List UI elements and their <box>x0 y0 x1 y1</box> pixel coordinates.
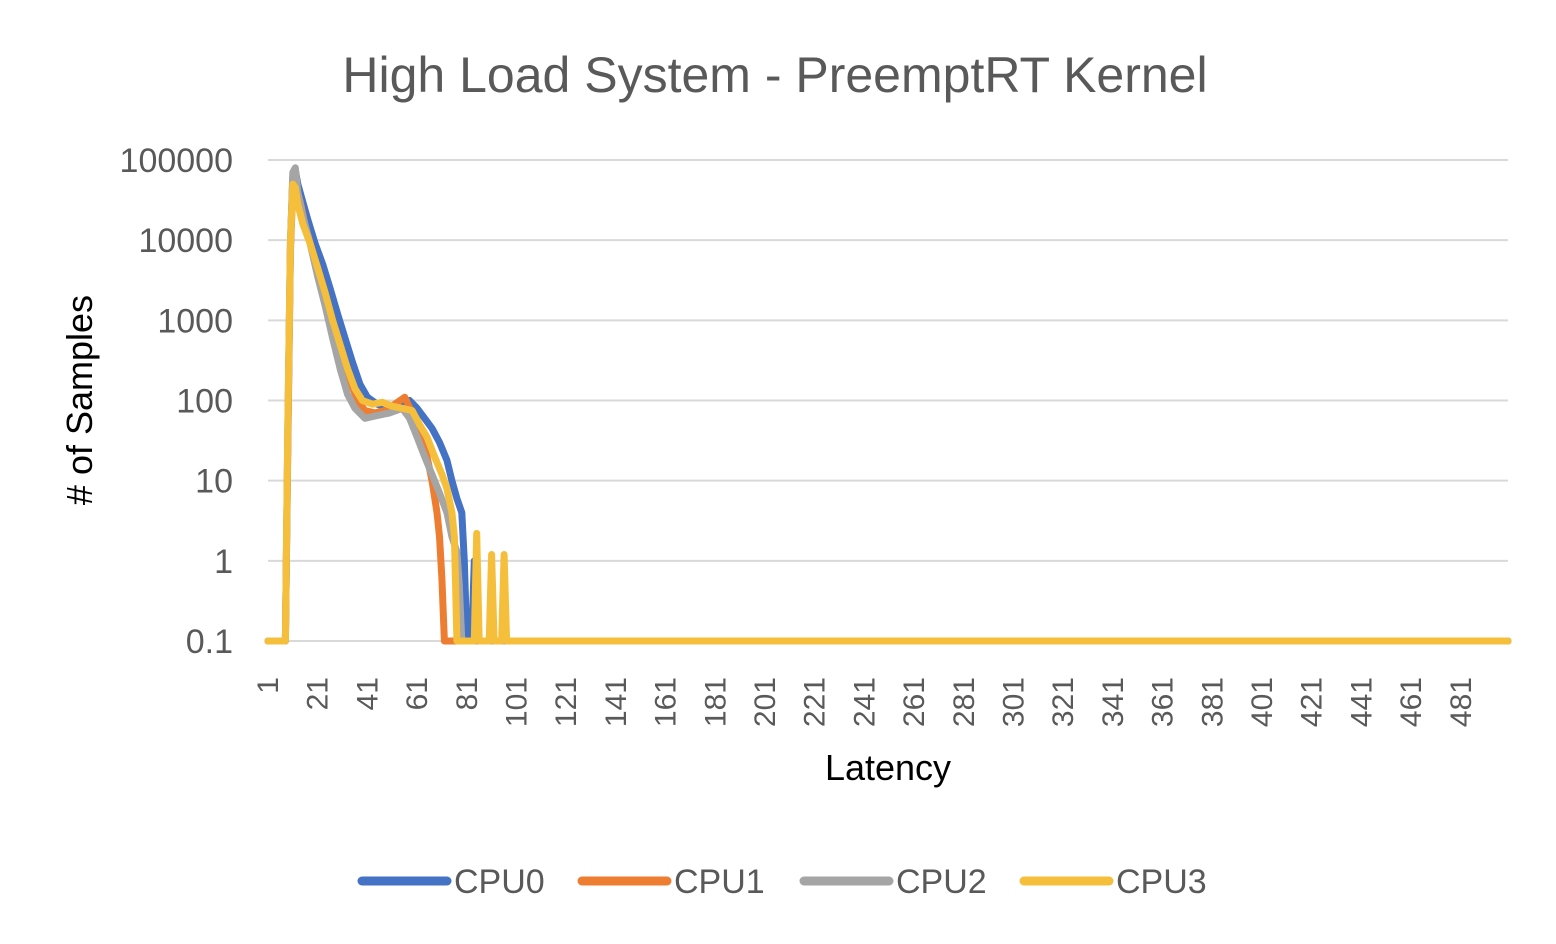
x-tick-label: 221 <box>799 677 832 727</box>
y-tick-label: 10000 <box>138 222 233 260</box>
y-tick-label: 100 <box>176 383 233 421</box>
y-tick-label: 100000 <box>120 142 233 180</box>
x-tick-label: 301 <box>997 677 1030 727</box>
x-tick-label: 481 <box>1445 677 1478 727</box>
x-axis-title: Latency <box>825 747 951 788</box>
x-tick-label: 361 <box>1147 677 1180 727</box>
x-tick-label: 241 <box>848 677 881 727</box>
y-tick-label: 10 <box>195 463 233 501</box>
x-tick-label: 461 <box>1395 677 1428 727</box>
x-tick-label: 381 <box>1196 677 1229 727</box>
x-tick-label: 41 <box>351 677 384 710</box>
x-tick-label: 1 <box>252 677 285 694</box>
y-tick-label: 1 <box>214 543 233 581</box>
x-tick-label: 341 <box>1097 677 1130 727</box>
x-tick-label: 141 <box>600 677 633 727</box>
series-line-cpu3 <box>264 180 1512 645</box>
x-tick-label: 161 <box>650 677 683 727</box>
y-axis-ticks: 100000 10000 1000 100 10 1 0.1 <box>120 142 233 661</box>
chart-title: High Load System - PreemptRT Kernel <box>342 47 1207 103</box>
y-tick-label: 0.1 <box>186 623 233 661</box>
x-tick-label: 21 <box>302 677 335 710</box>
x-tick-label: 101 <box>500 677 533 727</box>
x-axis-ticks: 1 21 41 61 81 101 121 141 161 181 201 221 241 261 281 3… <box>252 677 1478 727</box>
legend-label-cpu3: CPU3 <box>1116 863 1207 901</box>
series-line-cpu2 <box>264 164 1512 645</box>
y-tick-label: 1000 <box>157 302 233 340</box>
x-tick-label: 401 <box>1246 677 1279 727</box>
x-tick-label: 281 <box>948 677 981 727</box>
x-tick-label: 201 <box>749 677 782 727</box>
x-tick-label: 121 <box>550 677 583 727</box>
legend-label-cpu1: CPU1 <box>674 863 765 901</box>
x-tick-label: 421 <box>1296 677 1329 727</box>
x-tick-label: 61 <box>401 677 434 710</box>
x-tick-label: 441 <box>1345 677 1378 727</box>
legend: CPU0 CPU1 CPU2 CPU3 <box>357 863 1207 901</box>
legend-label-cpu2: CPU2 <box>896 863 987 901</box>
x-tick-label: 261 <box>898 677 931 727</box>
x-tick-label: 81 <box>451 677 484 710</box>
series-lines <box>264 164 1512 645</box>
legend-label-cpu0: CPU0 <box>454 863 545 901</box>
y-axis-title: # of Samples <box>59 295 100 505</box>
x-tick-label: 181 <box>699 677 732 727</box>
x-tick-label: 321 <box>1047 677 1080 727</box>
